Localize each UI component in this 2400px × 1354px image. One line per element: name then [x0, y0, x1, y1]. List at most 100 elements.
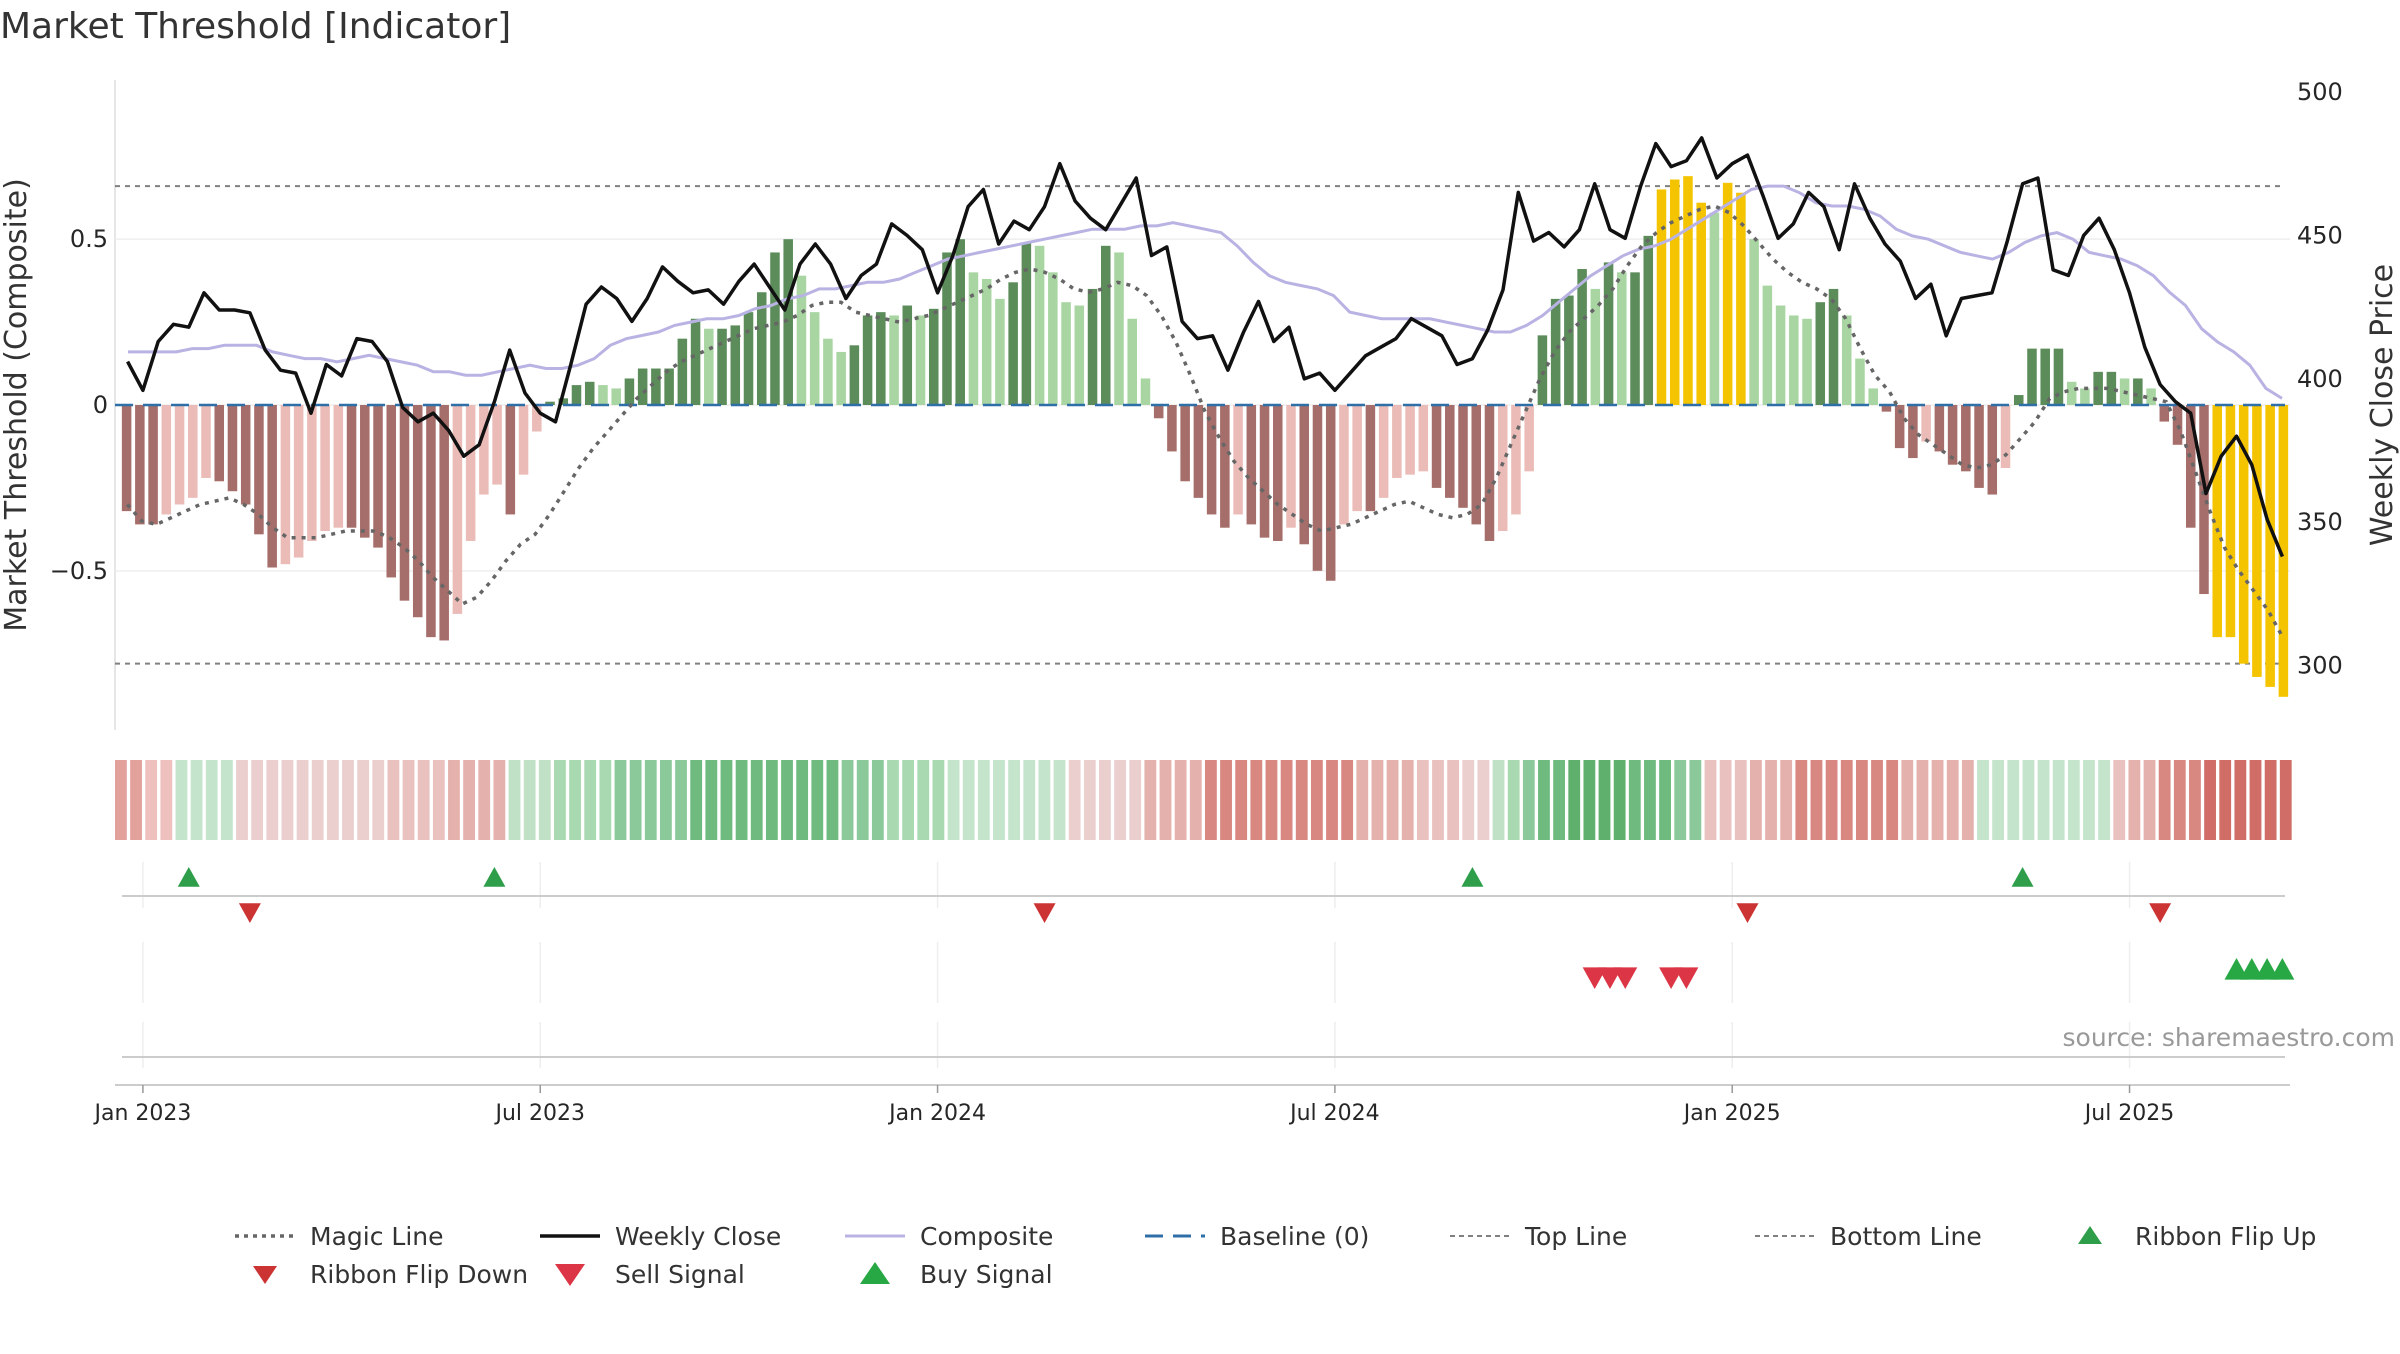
ribbon-cell — [1810, 760, 1823, 840]
histogram-bar — [1325, 405, 1336, 581]
ribbon-cell — [1583, 760, 1596, 840]
x-tick-label: Jul 2024 — [1288, 1101, 1380, 1126]
ribbon-cell — [1280, 760, 1293, 840]
ribbon-cell — [2098, 760, 2111, 840]
legend-item-close: Weekly Close — [540, 1222, 781, 1251]
ribbon-cell — [1038, 760, 1051, 840]
ribbon-cell — [2249, 760, 2262, 840]
histogram-bar — [1286, 405, 1296, 528]
ribbon-cell — [130, 760, 142, 840]
legend-label-composite: Composite — [920, 1222, 1053, 1251]
histogram-bar — [743, 312, 754, 405]
ribbon-cell — [2189, 760, 2201, 840]
histogram-bar — [1643, 235, 1654, 405]
legend-item-sell: Sell Signal — [555, 1260, 745, 1289]
histogram-bar — [836, 351, 846, 405]
ribbon-flip-up-marker — [2011, 867, 2034, 887]
ribbon-cell — [417, 760, 430, 840]
ribbon-cell — [554, 760, 566, 840]
histogram-bar — [240, 405, 251, 505]
ribbon-cell — [871, 760, 884, 840]
histogram-bar — [1048, 272, 1058, 405]
ribbon-cell — [1401, 760, 1414, 840]
histogram-bar — [2185, 405, 2196, 528]
histogram-bar — [1564, 295, 1574, 405]
histogram-bar — [704, 328, 714, 405]
sell-signal-marker — [1597, 967, 1622, 989]
buy-signal-marker — [2224, 958, 2249, 980]
histogram-bar — [1405, 405, 1415, 475]
ribbon-cell — [1946, 760, 1959, 840]
histogram-bar — [1762, 285, 1773, 405]
x-tick-label: Jan 2024 — [887, 1101, 986, 1126]
histogram-bar — [1881, 405, 1892, 412]
ribbon-cell — [1916, 760, 1929, 840]
histogram-bar — [2080, 388, 2090, 405]
histogram-bar — [1683, 176, 1693, 405]
ribbon-cell — [750, 760, 763, 840]
ribbon-cell — [160, 760, 173, 840]
ribbon-cell — [887, 760, 899, 840]
ribbon-cell — [1386, 760, 1399, 840]
ribbon-cell — [1992, 760, 2005, 840]
ribbon-cell — [326, 760, 339, 840]
ribbon-cell — [296, 760, 309, 840]
histogram-bar — [2172, 405, 2183, 445]
histogram-bar — [333, 405, 344, 528]
histogram-bar — [1061, 302, 1071, 405]
legend-handle-flipup — [2078, 1226, 2102, 1244]
histogram-bar — [1511, 405, 1521, 515]
sell-signal-marker — [1613, 967, 1638, 989]
ribbon-cell — [115, 760, 127, 840]
histogram-bar — [928, 308, 939, 405]
ribbon-cell — [1462, 760, 1475, 840]
histogram-bar — [876, 312, 886, 405]
ribbon-cell — [281, 760, 294, 840]
histogram-bar — [2000, 405, 2011, 469]
histogram-bar — [1445, 405, 1455, 498]
ribbon-cell — [1174, 760, 1187, 840]
buy-signal-marker — [2239, 958, 2264, 980]
ribbon-cell — [342, 760, 354, 840]
ribbon-cell — [1432, 760, 1444, 840]
histogram-bar — [981, 278, 992, 405]
histogram-bar — [1736, 192, 1746, 405]
left-tick-label: 0 — [93, 391, 108, 419]
ribbon-cell — [1144, 760, 1157, 840]
histogram-bar — [1656, 189, 1667, 405]
histogram-bar — [121, 405, 132, 512]
ribbon-cell — [629, 760, 642, 840]
histogram-bar — [1299, 405, 1310, 545]
legend-handle-sell — [555, 1264, 585, 1286]
histogram-bar — [1815, 302, 1826, 405]
histogram-bar — [346, 405, 357, 528]
histogram-bar — [479, 405, 489, 495]
ribbon-cell — [2052, 760, 2065, 840]
histogram-bar — [1167, 405, 1177, 452]
right-tick-label: 400 — [2297, 365, 2343, 393]
histogram-bar — [307, 405, 317, 541]
ribbon-cell — [1795, 760, 1808, 840]
ribbon-cell — [2264, 760, 2277, 840]
histogram-bar — [2238, 405, 2249, 664]
ribbon-cell — [463, 760, 476, 840]
histogram-bar — [254, 405, 264, 535]
ribbon-cell — [1507, 760, 1520, 840]
histogram-bar — [2146, 388, 2156, 405]
right-tick-label: 450 — [2297, 221, 2343, 249]
ribbon-cell — [947, 760, 960, 840]
histogram-bar — [1497, 405, 1508, 532]
x-tick-label: Jan 2025 — [1682, 1101, 1781, 1126]
histogram-bar — [664, 368, 674, 405]
ribbon-cell — [2204, 760, 2216, 840]
ribbon-cell — [690, 760, 703, 840]
ribbon-cell — [1189, 760, 1202, 840]
ribbon-cell — [538, 760, 551, 840]
ribbon-cell — [493, 760, 506, 840]
ribbon-cell — [387, 760, 400, 840]
ribbon-cell — [2219, 760, 2232, 840]
legend-label-magic: Magic Line — [310, 1222, 444, 1251]
ribbon-cell — [372, 760, 385, 840]
right-tick-label: 350 — [2297, 508, 2343, 536]
ribbon-cell — [1538, 760, 1550, 840]
